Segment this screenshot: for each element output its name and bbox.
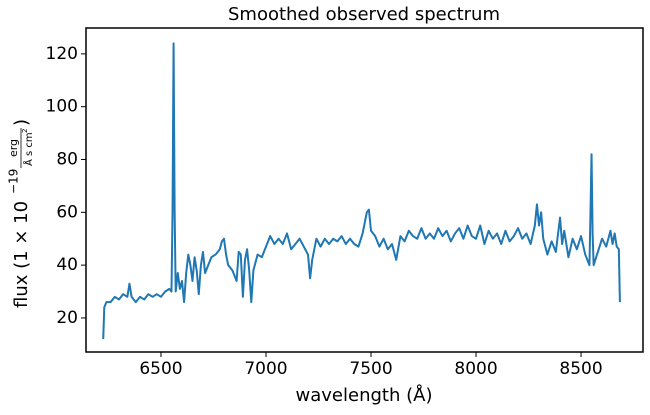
y-label-denominator-exponent: 2 xyxy=(21,129,29,133)
y-tick-label: 60 xyxy=(56,202,78,222)
y-tick-label: 20 xyxy=(56,308,78,328)
spectrum-line xyxy=(102,42,621,340)
y-axis-label: flux (1 × 10 −19 erg Å s cm 2 ) xyxy=(7,119,36,308)
y-label-numerator: erg xyxy=(7,139,20,157)
y-label-denominator: Å s cm xyxy=(22,132,35,166)
y-label-suffix: ) xyxy=(11,119,32,126)
x-tick-label: 8500 xyxy=(559,359,602,379)
y-tick-label: 100 xyxy=(46,97,78,117)
plot-frame xyxy=(85,27,644,353)
x-tick-label: 7000 xyxy=(244,359,287,379)
y-tick-label: 40 xyxy=(56,255,78,275)
y-label-prefix: flux (1 × 10 xyxy=(11,201,32,308)
x-axis-label: wavelength (Å) xyxy=(296,384,433,406)
chart-title: Smoothed observed spectrum xyxy=(228,4,500,25)
x-tick-label: 7500 xyxy=(349,359,392,379)
x-tick-label: 8000 xyxy=(454,359,497,379)
x-tick-label: 6500 xyxy=(139,359,182,379)
y-tick-label: 80 xyxy=(56,150,78,170)
y-tick-label: 120 xyxy=(46,44,78,64)
y-label-exponent: −19 xyxy=(7,169,21,194)
